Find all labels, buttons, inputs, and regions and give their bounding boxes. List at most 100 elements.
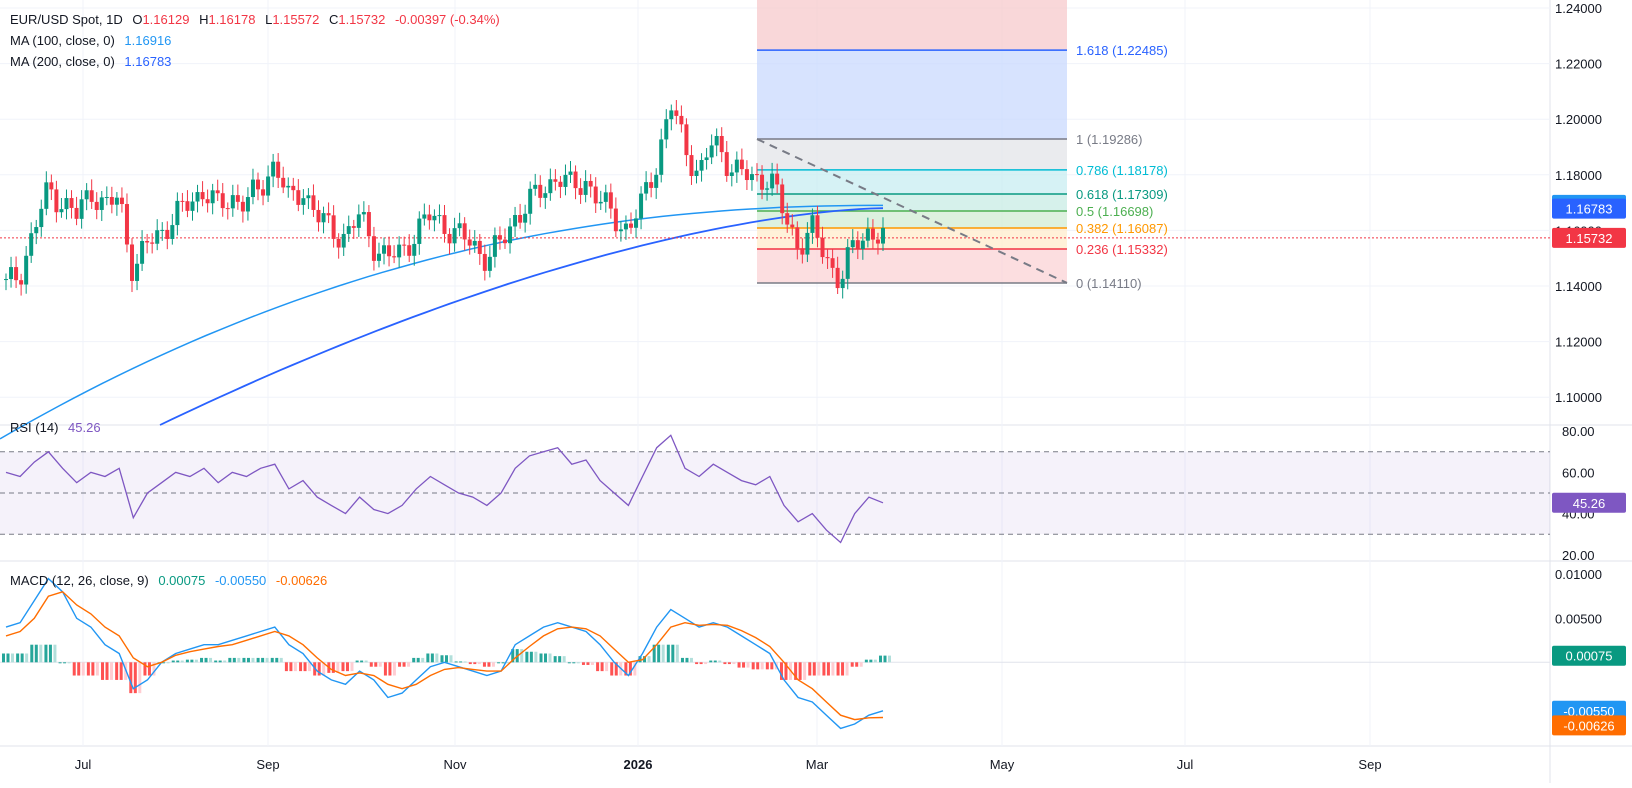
macd-hist-bar xyxy=(558,656,562,663)
macd-hist-bar xyxy=(171,660,175,663)
candle-body xyxy=(215,190,220,194)
candle-body xyxy=(276,161,281,178)
candle-body xyxy=(9,267,14,280)
macd-hist-bar xyxy=(345,662,349,672)
macd-hist-bar xyxy=(2,653,5,663)
candle-body xyxy=(588,180,593,187)
candle-body xyxy=(321,213,326,223)
candle-body xyxy=(366,212,371,237)
close-value: C1.15732 xyxy=(328,12,386,27)
time-tick-label: Mar xyxy=(806,757,829,772)
candle-body xyxy=(664,119,669,140)
candle-body xyxy=(508,226,513,244)
candle-body xyxy=(613,208,618,232)
macd-signal-value: -0.00626 xyxy=(275,573,328,588)
macd-hist-bar xyxy=(803,662,807,680)
macd-hist-bar xyxy=(275,657,279,663)
candle-body xyxy=(124,204,129,245)
macd-hist-bar xyxy=(689,657,693,663)
price-axis: 1.240001.220001.200001.180001.160001.140… xyxy=(1552,1,1626,736)
rsi-tick-label: 20.00 xyxy=(1562,548,1595,563)
macd-hist-bar xyxy=(435,653,439,663)
candle-body xyxy=(170,225,175,239)
macd-hist-bar xyxy=(548,653,552,663)
macd-hist-bar xyxy=(600,662,604,672)
macd-hist-bar xyxy=(581,662,585,665)
macd-hist-bar xyxy=(869,659,873,663)
fib-retracement: 1.618 (1.22485) 1 (1.19286) 0.786 (1.18178… xyxy=(756,0,1168,291)
change-value: -0.00397 (-0.34%) xyxy=(394,12,500,27)
macd-hist-bar xyxy=(695,662,699,665)
candle-body xyxy=(195,192,200,202)
candle-body xyxy=(346,226,351,234)
candles xyxy=(4,100,885,299)
macd-hist-bar xyxy=(760,662,764,670)
candle-body xyxy=(674,110,679,116)
candle-body xyxy=(523,213,528,223)
ohlc-legend: EUR/USD Spot, 1D O1.16129 H1.16178 L1.15… xyxy=(10,12,506,27)
candle-body xyxy=(24,255,29,285)
macd-hist-bar xyxy=(445,655,448,663)
macd-hist-bar xyxy=(162,662,166,664)
macd-signal-tag-bg xyxy=(1552,715,1626,736)
candle-body xyxy=(432,215,437,221)
macd-hist-bar xyxy=(822,662,826,676)
candle-body xyxy=(190,201,195,211)
macd-hist-bar xyxy=(246,657,250,663)
macd-hist-bar xyxy=(336,662,340,673)
candle-body xyxy=(296,190,301,205)
macd-hist-bar xyxy=(176,660,180,663)
candle-body xyxy=(568,171,573,175)
macd-hist-bar xyxy=(110,662,114,680)
candle-body xyxy=(583,180,588,195)
macd-signal-tag: -0.00626 xyxy=(1563,718,1614,733)
signal-line xyxy=(5,591,884,721)
macd-hist-bar xyxy=(242,657,246,663)
fib-level-label: 1 (1.19286) xyxy=(1076,132,1143,147)
candle-body xyxy=(457,223,462,229)
macd-hist-bar xyxy=(440,655,444,663)
candle-body xyxy=(387,245,392,257)
fib-level-label: 0.5 (1.16698) xyxy=(1076,204,1153,219)
candle-body xyxy=(119,197,124,205)
candle-body xyxy=(639,193,644,219)
fib-level-label: 1.618 (1.22485) xyxy=(1076,43,1168,58)
macd-hist-bar xyxy=(421,657,425,663)
candle-body xyxy=(286,185,291,188)
macd-hist-bar xyxy=(873,659,877,663)
time-tick-label: 2026 xyxy=(624,757,653,772)
macd-hist-bar xyxy=(16,653,20,663)
macd-hist-bar xyxy=(661,644,665,663)
candle-body xyxy=(699,160,704,171)
rsi-tag-bg xyxy=(1552,492,1626,513)
macd-hist-bar xyxy=(572,662,576,664)
candle-body xyxy=(704,157,709,161)
candle-body xyxy=(870,228,875,240)
macd-label: MACD (12, 26, close, 9) xyxy=(10,573,149,588)
candle-body xyxy=(39,208,44,228)
candle-body xyxy=(417,218,422,244)
candle-body xyxy=(558,181,563,187)
macd-hist-bar xyxy=(284,662,288,672)
symbol-label: EUR/USD Spot, 1D xyxy=(10,12,123,27)
macd-hist-bar xyxy=(256,657,260,663)
macd-hist-bar xyxy=(350,662,354,672)
candle-body xyxy=(422,214,427,219)
macd-hist-bar xyxy=(143,662,147,676)
macd-hist-bar xyxy=(402,662,406,667)
candle-body xyxy=(442,215,447,234)
macd-hist-bar xyxy=(596,662,600,672)
candle-body xyxy=(94,201,99,210)
macd-hist-bar xyxy=(180,660,184,663)
candle-body xyxy=(281,177,286,188)
macd-line xyxy=(5,577,884,730)
macd-hist-bar xyxy=(529,651,533,663)
candle-body xyxy=(739,159,744,170)
candle-body xyxy=(44,182,49,209)
candle-body xyxy=(563,174,568,187)
last-price-tag: 1.15732 xyxy=(1566,231,1613,246)
macd-hist-bar xyxy=(808,662,812,676)
candle-body xyxy=(225,208,230,210)
